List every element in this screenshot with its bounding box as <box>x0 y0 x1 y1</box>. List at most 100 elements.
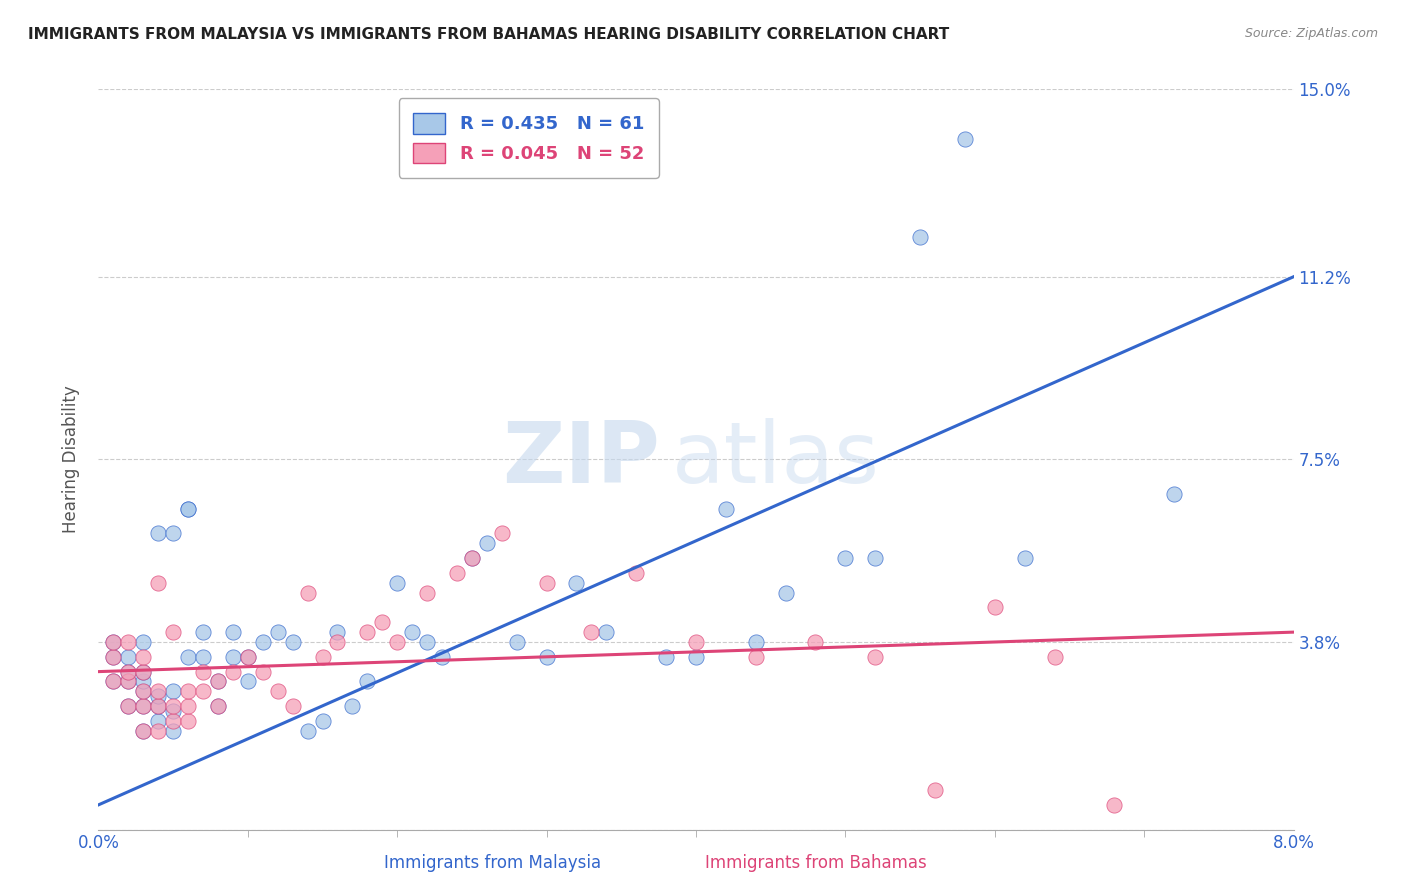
Text: IMMIGRANTS FROM MALAYSIA VS IMMIGRANTS FROM BAHAMAS HEARING DISABILITY CORRELATI: IMMIGRANTS FROM MALAYSIA VS IMMIGRANTS F… <box>28 27 949 42</box>
Point <box>385 575 409 590</box>
Point <box>222 625 245 640</box>
Point <box>132 635 155 649</box>
Point <box>162 526 184 541</box>
Point <box>191 684 214 698</box>
Point <box>1163 487 1185 501</box>
Point <box>475 536 498 550</box>
Point <box>267 684 290 698</box>
Point <box>103 635 125 649</box>
Point <box>655 649 678 664</box>
Point <box>1043 649 1066 664</box>
Point <box>834 551 856 566</box>
Point <box>714 501 737 516</box>
Point <box>252 635 274 649</box>
Point <box>117 665 139 679</box>
Point <box>207 699 229 714</box>
Y-axis label: Hearing Disability: Hearing Disability <box>62 385 80 533</box>
Point <box>148 699 170 714</box>
Point <box>416 585 439 599</box>
Point <box>491 526 513 541</box>
Point <box>148 526 170 541</box>
Point <box>103 635 125 649</box>
Point <box>148 723 170 738</box>
Point <box>356 625 378 640</box>
Text: Immigrants from Bahamas: Immigrants from Bahamas <box>704 855 927 872</box>
Point <box>236 649 259 664</box>
Point <box>236 674 259 689</box>
Text: Immigrants from Malaysia: Immigrants from Malaysia <box>384 855 600 872</box>
Text: Source: ZipAtlas.com: Source: ZipAtlas.com <box>1244 27 1378 40</box>
Point <box>207 674 229 689</box>
Point <box>984 600 1007 615</box>
Point <box>297 723 319 738</box>
Point <box>536 575 558 590</box>
Point <box>252 665 274 679</box>
Point <box>356 674 378 689</box>
Point <box>745 635 768 649</box>
Point <box>581 625 603 640</box>
Legend: R = 0.435   N = 61, R = 0.045   N = 52: R = 0.435 N = 61, R = 0.045 N = 52 <box>398 98 659 178</box>
Point <box>148 690 170 704</box>
Point <box>626 566 648 580</box>
Point <box>775 585 797 599</box>
Point <box>117 635 139 649</box>
Point <box>416 635 439 649</box>
Point <box>924 783 946 797</box>
Point <box>311 649 333 664</box>
Point <box>311 714 333 728</box>
Point <box>148 684 170 698</box>
Point <box>1104 797 1126 812</box>
Point <box>326 635 349 649</box>
Point <box>207 674 229 689</box>
Point <box>103 649 125 664</box>
Point <box>446 566 468 580</box>
Point <box>207 699 229 714</box>
Point <box>148 714 170 728</box>
Point <box>103 674 125 689</box>
Point <box>401 625 423 640</box>
Point <box>804 635 827 649</box>
Point <box>148 699 170 714</box>
Point <box>177 649 200 664</box>
Point <box>191 665 214 679</box>
Point <box>117 699 139 714</box>
Point <box>536 649 558 664</box>
Point <box>177 501 200 516</box>
Point <box>745 649 768 664</box>
Point <box>1014 551 1036 566</box>
Point <box>162 704 184 718</box>
Point <box>177 684 200 698</box>
Point <box>132 674 155 689</box>
Point <box>461 551 484 566</box>
Point <box>117 649 139 664</box>
Point <box>506 635 529 649</box>
Text: atlas: atlas <box>672 417 880 501</box>
Point <box>222 665 245 679</box>
Point <box>371 615 394 630</box>
Point <box>132 723 155 738</box>
Point <box>326 625 349 640</box>
Point <box>191 649 214 664</box>
Point <box>865 649 887 664</box>
Point <box>222 649 245 664</box>
Point <box>908 230 931 244</box>
Point <box>595 625 617 640</box>
Point <box>103 649 125 664</box>
Point <box>103 674 125 689</box>
Point <box>685 635 707 649</box>
Point <box>236 649 259 664</box>
Point <box>117 699 139 714</box>
Point <box>117 674 139 689</box>
Point <box>865 551 887 566</box>
Point <box>162 684 184 698</box>
Point <box>132 649 155 664</box>
Point <box>132 699 155 714</box>
Point <box>132 665 155 679</box>
Point <box>177 699 200 714</box>
Point <box>117 674 139 689</box>
Point <box>461 551 484 566</box>
Point <box>297 585 319 599</box>
Point <box>162 723 184 738</box>
Point <box>177 714 200 728</box>
Point <box>430 649 453 664</box>
